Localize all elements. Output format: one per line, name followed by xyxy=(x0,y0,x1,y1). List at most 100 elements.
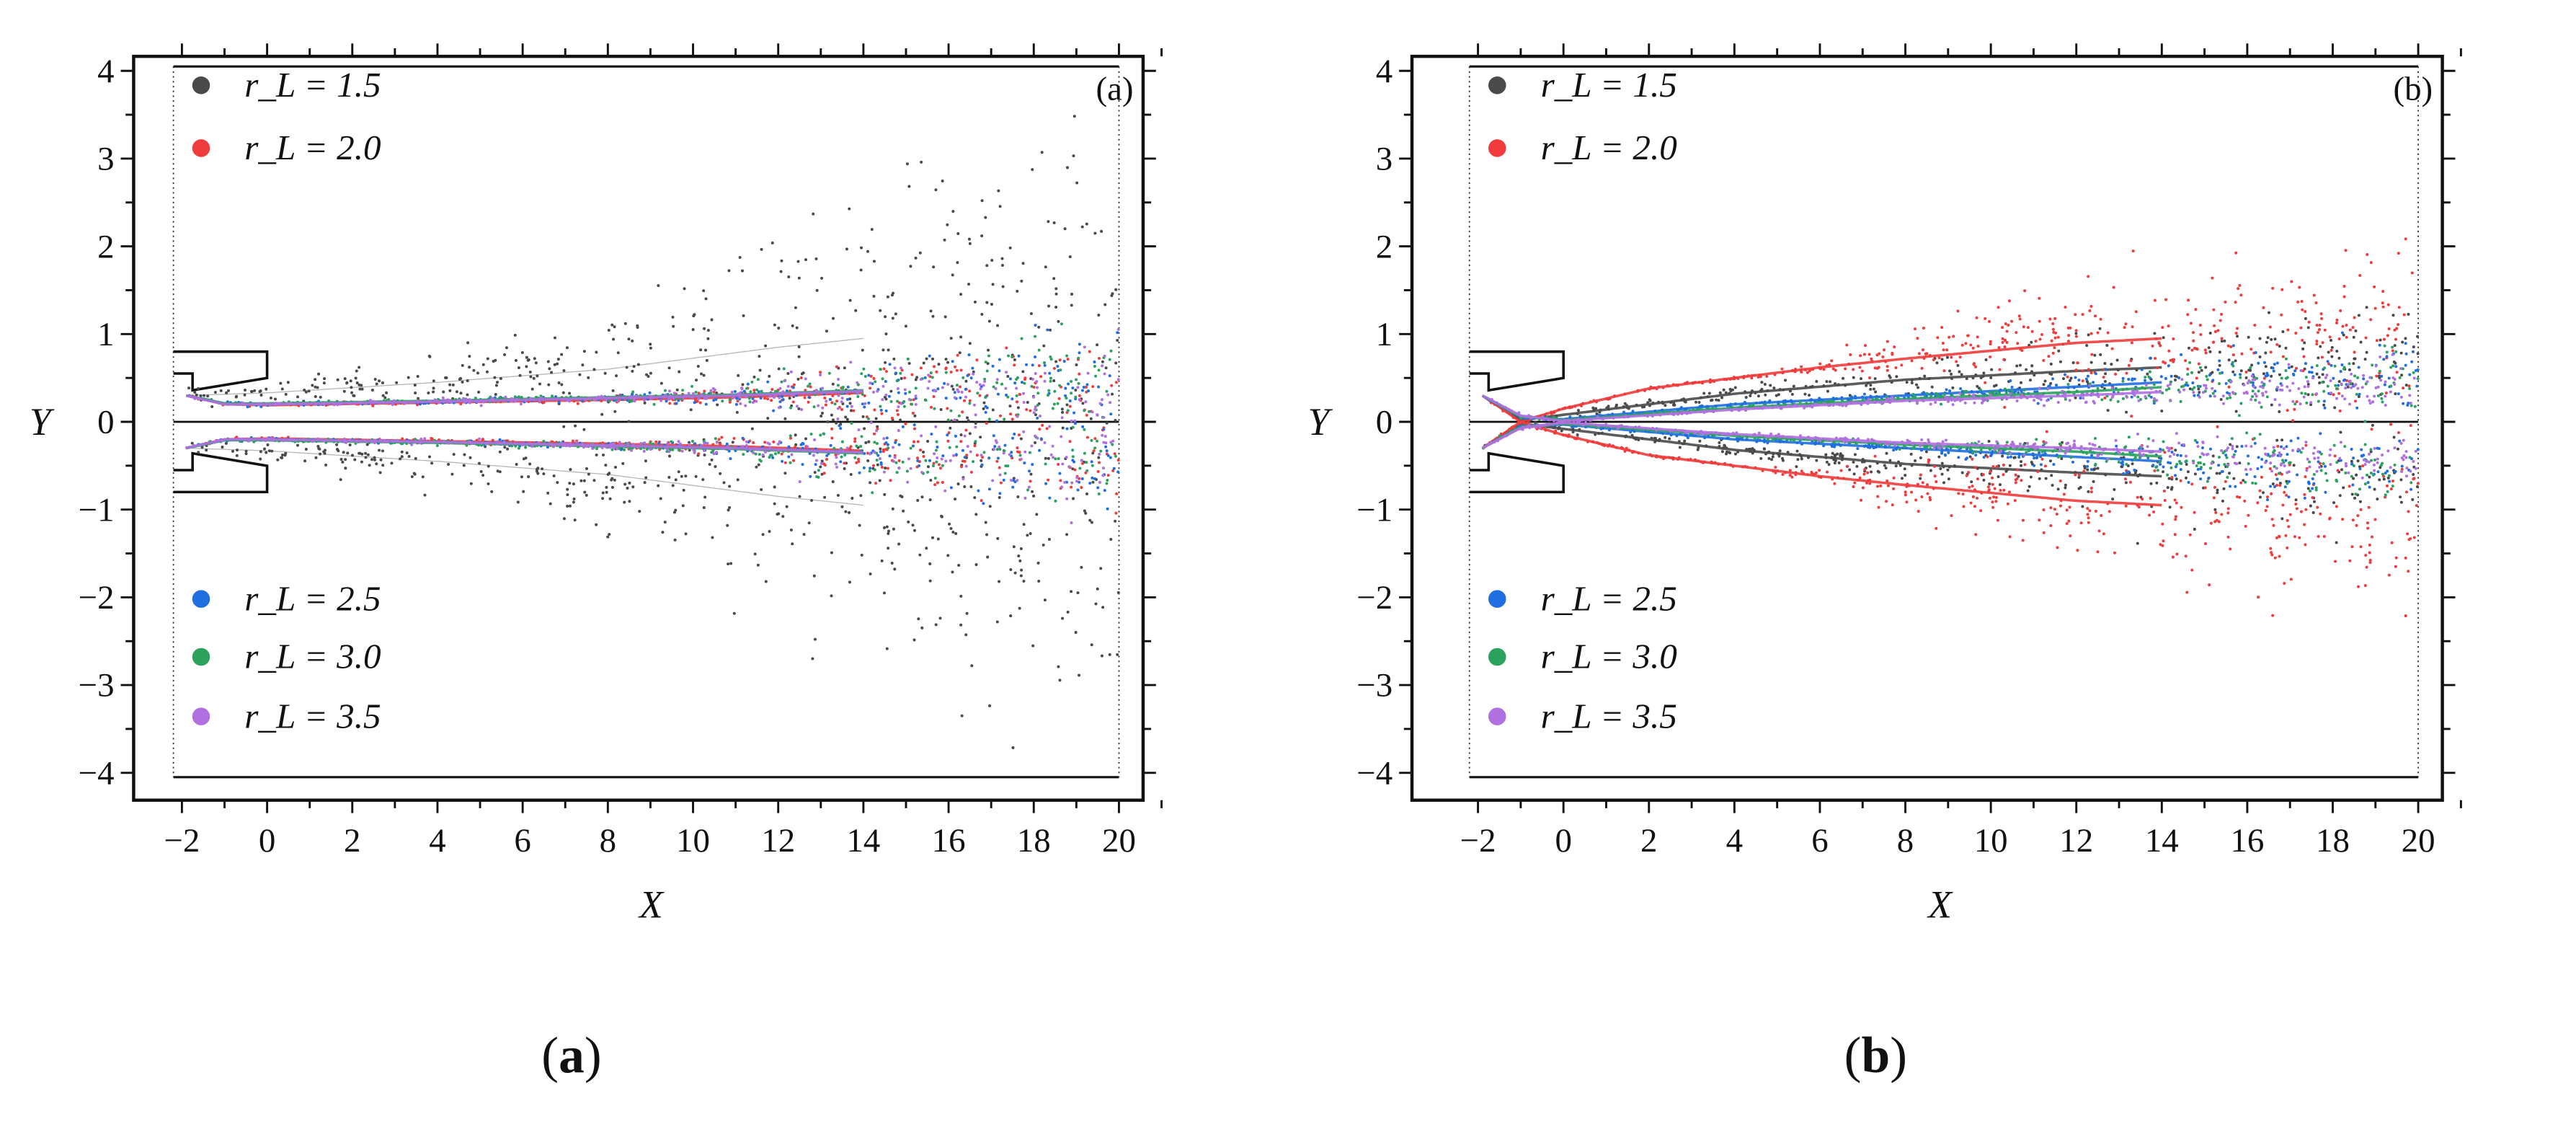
scatter-point xyxy=(1920,366,1924,370)
scatter-point xyxy=(935,460,938,464)
scatter-point xyxy=(1800,457,1803,461)
scatter-point xyxy=(2250,363,2254,367)
scatter-point xyxy=(911,523,915,527)
scatter-point xyxy=(2224,479,2227,483)
scatter-point xyxy=(2020,479,2023,482)
scatter-point xyxy=(1794,473,1798,477)
scatter-point xyxy=(955,384,959,387)
scatter-point xyxy=(677,399,680,402)
scatter-point xyxy=(662,395,665,399)
scatter-point xyxy=(359,400,363,405)
scatter-point xyxy=(2212,496,2216,500)
scatter-point xyxy=(1935,526,1938,530)
scatter-point xyxy=(1781,371,1785,375)
scatter-point xyxy=(857,460,861,464)
scatter-point xyxy=(728,398,732,402)
scatter-point xyxy=(860,553,863,557)
scatter-point xyxy=(691,392,695,395)
scatter-point xyxy=(284,392,288,396)
scatter-point xyxy=(991,283,995,286)
scatter-point xyxy=(1554,429,1558,433)
scatter-point xyxy=(468,366,471,369)
scatter-point xyxy=(909,265,912,268)
scatter-point xyxy=(1065,354,1069,358)
scatter-point xyxy=(1078,342,1081,346)
scatter-point xyxy=(1048,496,1052,500)
scatter-point xyxy=(360,387,364,391)
scatter-point xyxy=(1729,464,1733,467)
scatter-point xyxy=(980,199,984,203)
scatter-point xyxy=(866,417,870,420)
scatter-point xyxy=(766,417,770,420)
scatter-point xyxy=(2001,340,2004,344)
scatter-point xyxy=(566,493,569,497)
scatter-point xyxy=(2395,327,2399,330)
scatter-point xyxy=(2287,366,2291,369)
scatter-point xyxy=(414,438,417,441)
scatter-point xyxy=(1879,484,1883,487)
scatter-point xyxy=(2074,335,2078,338)
scatter-point xyxy=(644,459,647,463)
scatter-point xyxy=(2290,365,2293,368)
scatter-point xyxy=(416,400,419,404)
scatter-point xyxy=(1029,531,1032,535)
scatter-point xyxy=(995,620,999,624)
scatter-point xyxy=(1023,461,1026,465)
scatter-point xyxy=(885,525,889,529)
scatter-point xyxy=(385,439,388,443)
scatter-point xyxy=(1060,407,1064,411)
scatter-point xyxy=(1601,431,1604,435)
scatter-point xyxy=(476,371,479,375)
scatter-point xyxy=(968,242,972,245)
scatter-point xyxy=(2262,372,2265,376)
scatter-point xyxy=(867,374,871,377)
scatter-point xyxy=(2213,389,2217,393)
scatter-point xyxy=(503,353,507,356)
scatter-point xyxy=(1093,360,1096,363)
scatter-point xyxy=(1114,361,1118,365)
scatter-point xyxy=(557,400,561,405)
scatter-point xyxy=(2211,276,2214,280)
scatter-point xyxy=(1786,399,1790,403)
scatter-point xyxy=(2274,473,2278,477)
scatter-point xyxy=(1877,505,1880,509)
scatter-point xyxy=(912,638,916,642)
scatter-point xyxy=(2102,532,2105,536)
scatter-point xyxy=(1873,454,1877,458)
scatter-point xyxy=(267,449,271,453)
scatter-point xyxy=(914,378,918,381)
scatter-point xyxy=(1891,503,1894,507)
scatter-point xyxy=(2340,363,2344,366)
scatter-point xyxy=(1996,518,1999,522)
scatter-point xyxy=(336,378,339,381)
scatter-point xyxy=(736,399,740,403)
scatter-point xyxy=(1043,379,1047,383)
scatter-point xyxy=(1950,372,1953,376)
scatter-point xyxy=(585,467,588,470)
scatter-point xyxy=(1872,387,1875,391)
scatter-point xyxy=(1677,440,1681,443)
scatter-point xyxy=(418,441,422,445)
scatter-point xyxy=(2368,543,2371,547)
scatter-point xyxy=(623,448,626,451)
scatter-point xyxy=(264,439,267,443)
scatter-point xyxy=(2167,349,2171,353)
scatter-point xyxy=(757,390,760,394)
scatter-point xyxy=(1756,375,1760,379)
scatter-point xyxy=(872,464,876,467)
scatter-point xyxy=(1749,392,1753,395)
scatter-point xyxy=(1925,464,1929,467)
scatter-point xyxy=(2131,462,2134,466)
scatter-point xyxy=(2275,536,2278,540)
scatter-point xyxy=(407,441,411,444)
scatter-point xyxy=(1718,444,1721,448)
scatter-point xyxy=(1000,263,1004,267)
scatter-point xyxy=(988,704,992,707)
scatter-point xyxy=(275,402,278,405)
scatter-point xyxy=(725,442,729,446)
scatter-point xyxy=(1011,485,1015,489)
scatter-point xyxy=(2397,323,2400,327)
scatter-point xyxy=(600,399,603,402)
scatter-point xyxy=(355,369,358,373)
scatter-point xyxy=(1769,384,1772,387)
